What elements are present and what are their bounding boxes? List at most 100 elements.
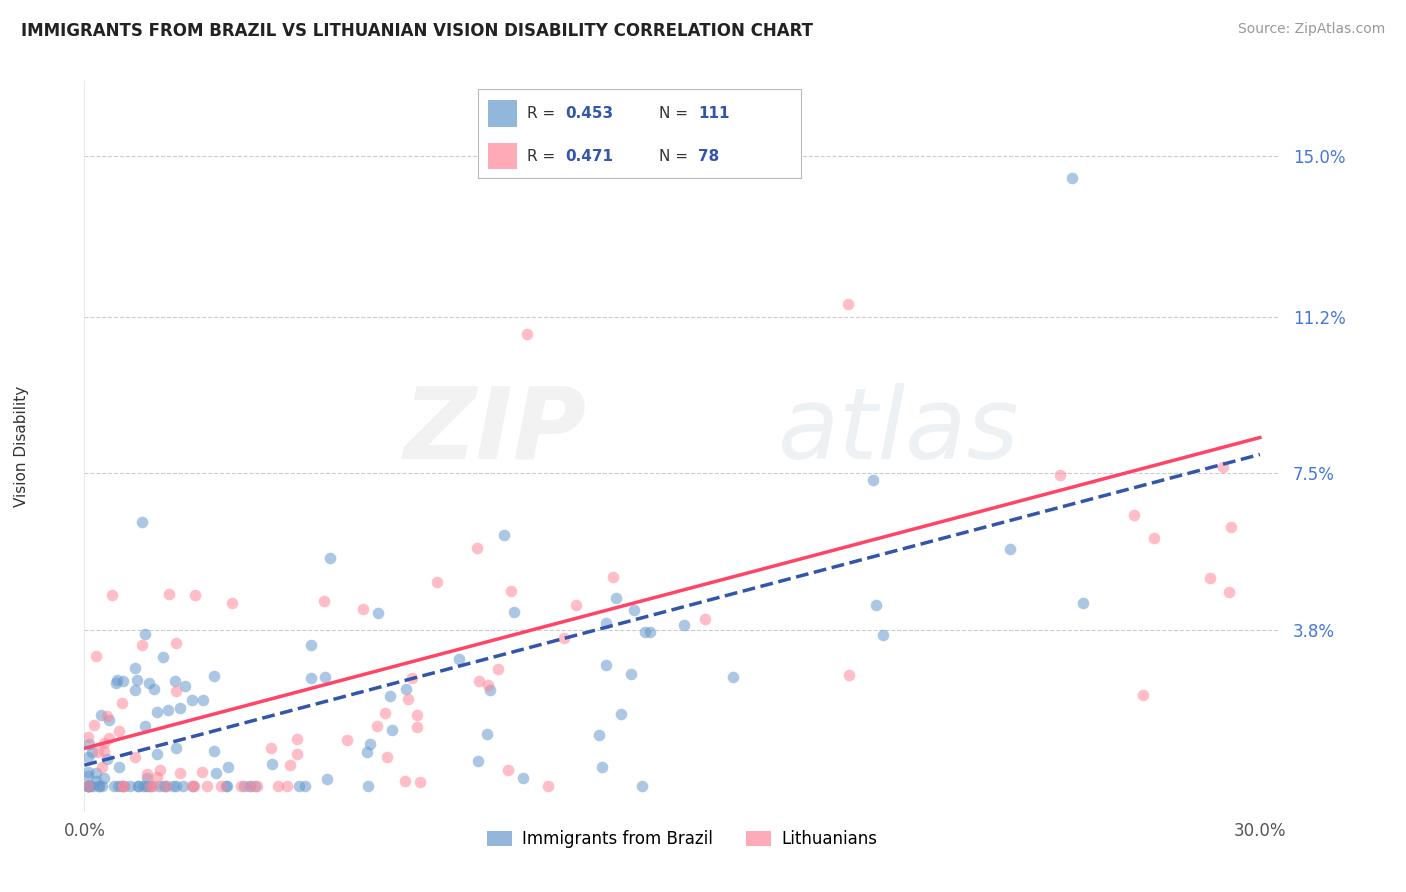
Point [162,780,184,794]
Point [1132,688,1154,702]
Point [77,769,100,783]
Point [77,780,100,794]
Point [209,780,232,794]
Point [239,780,262,794]
Point [285,732,308,747]
Point [112,780,135,794]
Point [267,780,290,794]
Point [138,780,160,794]
Point [1212,460,1234,475]
Point [77,764,100,779]
Point [640,624,662,639]
Point [838,667,860,681]
Point [536,780,558,794]
Point [316,772,339,786]
Point [312,594,335,608]
Point [148,764,170,778]
Text: 0.453: 0.453 [565,106,613,120]
Point [127,673,149,687]
Point [502,605,524,619]
Point [93,736,115,750]
Point [217,780,239,794]
Point [165,684,187,698]
Point [336,733,359,747]
Point [142,682,165,697]
Point [146,747,169,761]
Point [172,780,194,794]
Point [136,766,159,780]
Point [492,527,515,541]
Point [127,780,149,794]
Point [285,747,308,761]
Text: ZIP: ZIP [404,383,586,480]
Point [221,596,243,610]
Point [184,588,207,602]
Point [486,662,509,676]
Point [394,774,416,789]
Point [90,780,112,794]
Point [409,774,432,789]
Text: 78: 78 [697,149,720,163]
Text: IMMIGRANTS FROM BRAZIL VS LITHUANIAN VISION DISABILITY CORRELATION CHART: IMMIGRANTS FROM BRAZIL VS LITHUANIAN VIS… [21,22,813,40]
Point [381,723,404,737]
Point [595,616,617,631]
Legend: Immigrants from Brazil, Lithuanians: Immigrants from Brazil, Lithuanians [479,823,884,855]
Point [631,780,654,794]
Point [872,628,894,642]
Point [246,780,269,794]
Point [862,473,884,487]
Point [477,727,499,741]
Point [142,780,165,794]
Point [468,673,491,688]
Point [1123,508,1146,522]
Point [447,652,470,666]
Point [77,731,100,745]
Point [87,745,110,759]
Point [80,745,103,759]
Point [120,780,142,794]
Point [499,583,522,598]
Point [77,737,100,751]
Point [157,587,180,601]
Point [87,780,110,794]
Point [111,697,134,711]
Point [146,770,169,784]
Point [512,771,534,785]
Point [145,705,167,719]
Point [1060,170,1083,185]
Point [288,780,311,794]
Point [395,682,418,697]
Point [134,718,156,732]
Point [124,661,146,675]
Point [180,692,202,706]
Point [107,724,129,739]
Point [165,636,187,650]
Point [1049,467,1071,482]
Point [111,780,134,794]
Point [426,575,449,590]
Text: 0.471: 0.471 [565,149,613,163]
Point [84,649,107,664]
Bar [488,100,517,127]
Point [79,780,101,794]
Point [77,780,100,794]
Point [605,591,627,606]
Point [299,671,322,685]
Point [602,570,624,584]
Point [314,670,336,684]
Point [183,780,205,794]
Point [191,764,214,779]
Point [124,750,146,764]
Point [260,756,283,771]
Point [591,760,613,774]
Point [152,649,174,664]
Point [401,671,423,685]
Point [259,741,281,756]
Point [138,676,160,690]
Point [721,670,744,684]
Point [174,679,197,693]
Point [299,638,322,652]
Point [356,745,378,759]
Point [105,676,128,690]
Point [837,297,859,311]
